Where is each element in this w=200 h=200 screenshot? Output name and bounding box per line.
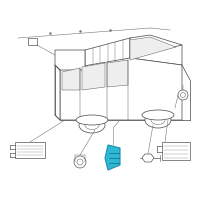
Ellipse shape [178,90,188,100]
Ellipse shape [180,92,186,98]
Ellipse shape [77,159,83,165]
Ellipse shape [85,120,99,130]
Polygon shape [15,142,45,158]
Ellipse shape [151,116,165,124]
Polygon shape [62,68,80,90]
Ellipse shape [142,110,174,120]
Polygon shape [130,38,182,65]
Ellipse shape [145,112,171,128]
Polygon shape [105,145,120,170]
Polygon shape [82,63,105,90]
Ellipse shape [76,115,108,125]
Polygon shape [55,50,85,70]
Polygon shape [60,58,182,120]
Polygon shape [130,37,176,60]
Polygon shape [107,60,128,87]
Polygon shape [55,65,60,120]
Ellipse shape [79,117,105,133]
Polygon shape [85,38,130,70]
Polygon shape [130,35,182,58]
Ellipse shape [74,156,86,168]
Polygon shape [142,154,154,162]
FancyBboxPatch shape [28,38,37,45]
FancyBboxPatch shape [162,142,190,160]
